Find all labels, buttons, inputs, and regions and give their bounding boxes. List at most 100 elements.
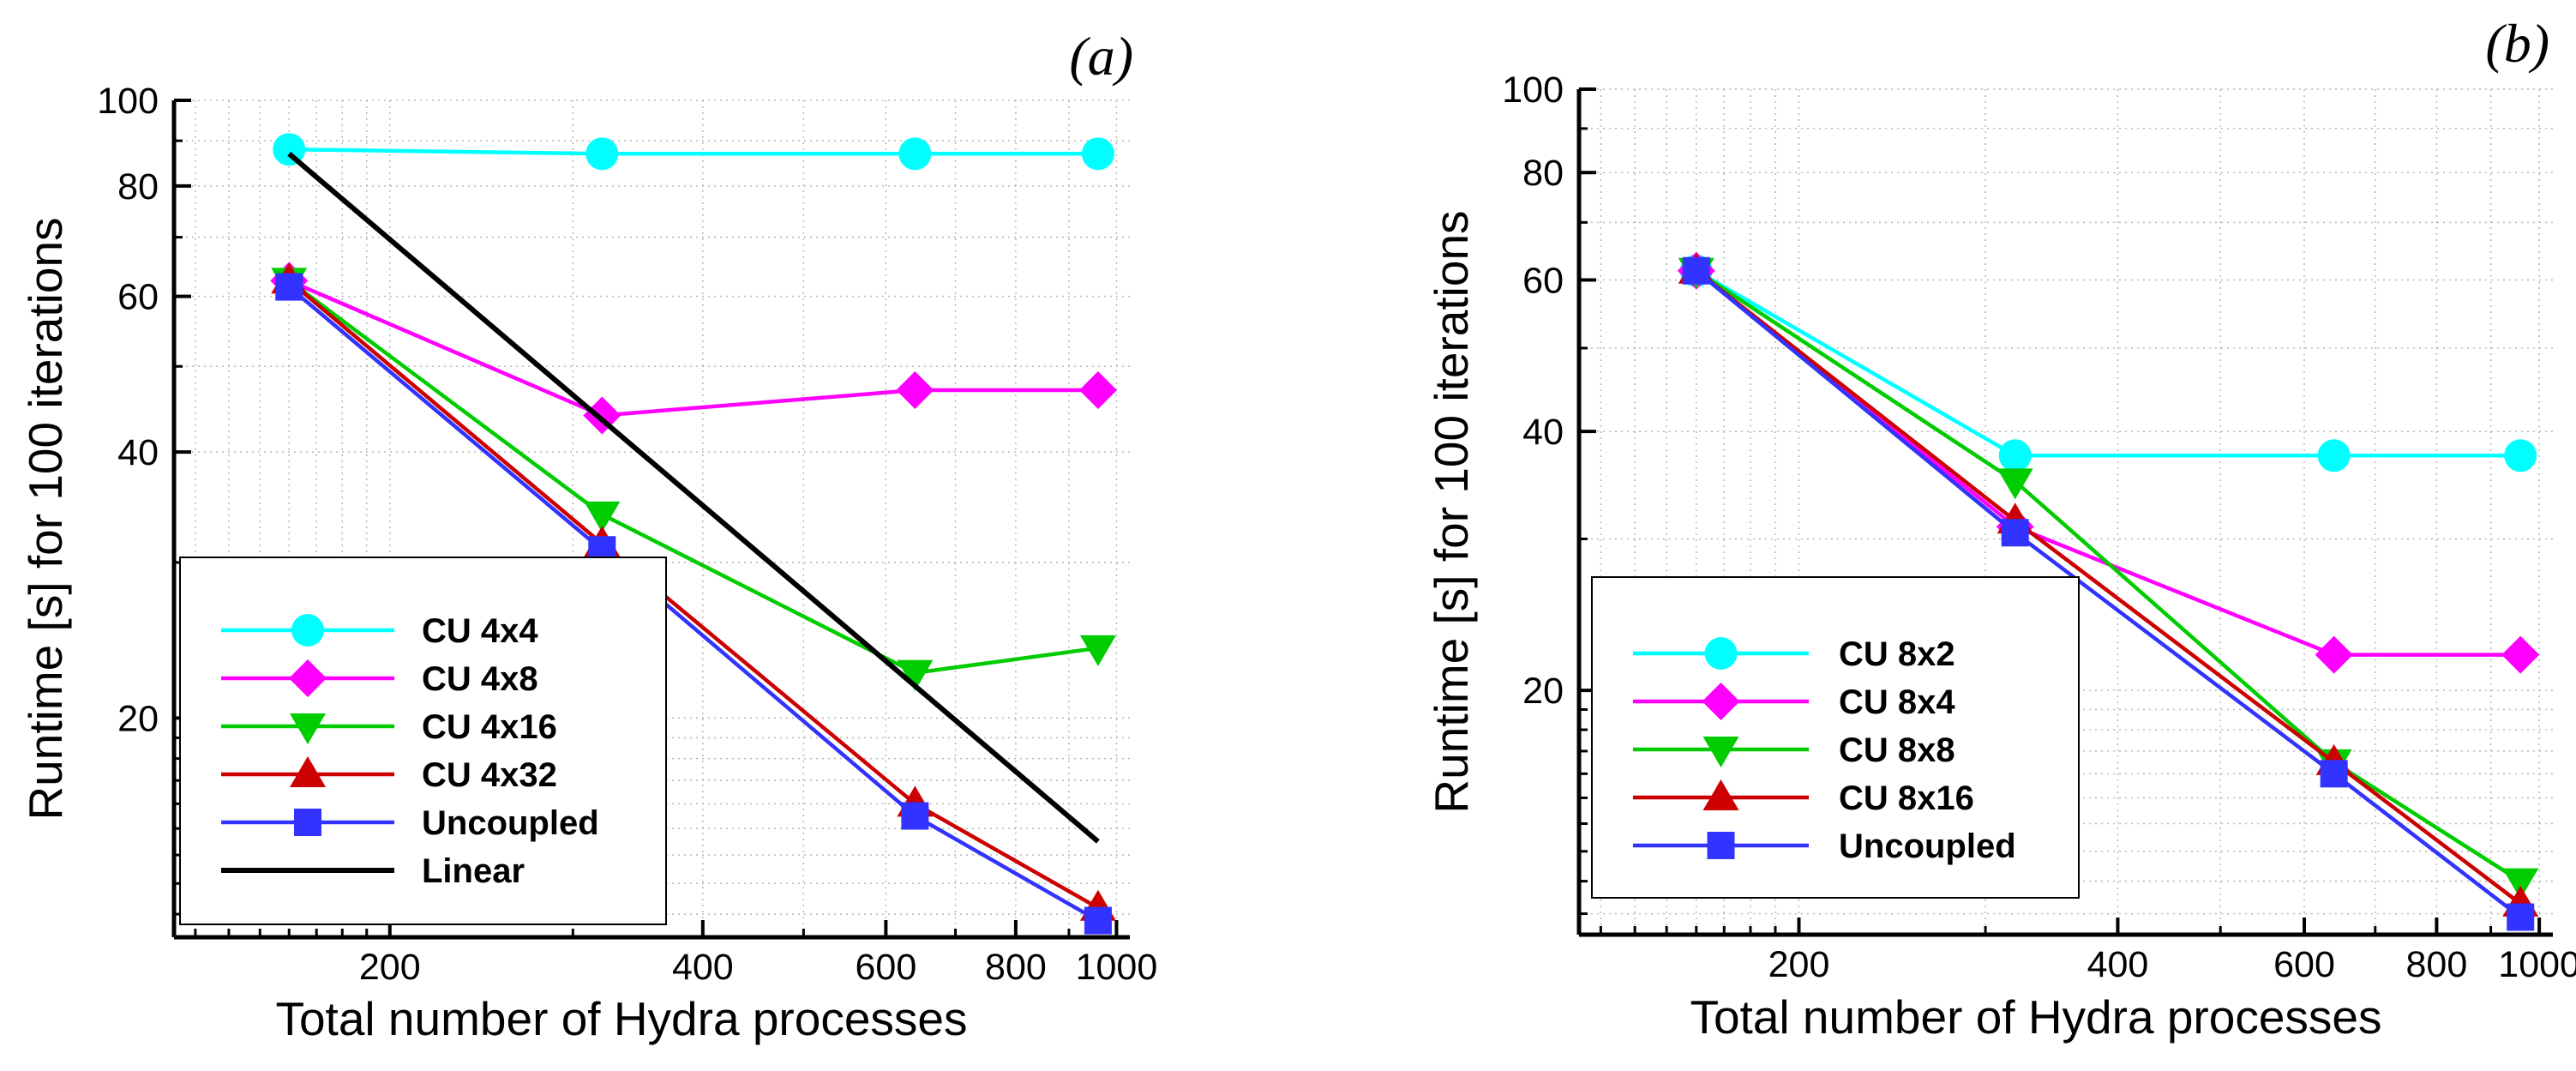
panel-b-series-cu-8x4-point-3 [2315, 635, 2353, 674]
panel-a-series-cu-4x4-line [289, 147, 1098, 156]
panel-b-legend-entry-uncoupled: Uncoupled [1633, 827, 2016, 865]
panel-a-legend-entry-cu-4x8-marker [289, 659, 327, 697]
panel-a-series-cu-4x4-point-3 [898, 137, 932, 171]
panel-a-legend-entry-cu-4x4-marker [291, 614, 324, 647]
panel-b-series-cu-8x4-line [1695, 269, 2521, 657]
panel-b-legend-entry-cu-8x16: CU 8x16 [1633, 779, 1974, 817]
panel-b-series-cu-8x8-point-4 [2502, 868, 2539, 900]
panel-a-legend-entry-cu-4x32-marker [290, 756, 326, 787]
panel-b-series-cu-8x2-point-2 [1998, 439, 2032, 472]
panel-a-series-uncoupled-line [287, 285, 1100, 923]
panel-a-series-cu-4x4-point-4 [1081, 137, 1114, 171]
panel-b-x-tick-label-800: 800 [2406, 944, 2468, 985]
panel-b-series-uncoupled-point-3 [2320, 760, 2348, 788]
panel-a-legend-entry-cu-4x8-label: CU 4x8 [422, 660, 538, 698]
panel-a-series-cu-4x32-line [287, 279, 1100, 910]
panel-a-panel-label: (a) [1069, 26, 1133, 87]
panel-a-series-uncoupled-point-1 [275, 273, 303, 301]
panel-a-legend-entry-cu-4x8: CU 4x8 [221, 659, 538, 698]
panel-a-series-uncoupled-point-3 [901, 802, 929, 830]
panel-b-series-cu-8x2-point-3 [2317, 439, 2351, 472]
panel-a-legend-entry-linear-label: Linear [422, 852, 525, 890]
panel-b-series-cu-8x8-point-2 [1997, 468, 2033, 500]
panel-a-legend-entry-uncoupled: Uncoupled [221, 804, 599, 842]
panel-a-legend-entry-cu-4x32-label: CU 4x32 [422, 756, 557, 794]
panel-b-x-tick-label-1000: 1000 [2498, 944, 2576, 985]
panel-a-x-tick-label-1000: 1000 [1076, 947, 1158, 988]
panel-a-legend-entry-cu-4x4-label: CU 4x4 [422, 612, 538, 650]
panel-a-x-tick-label-800: 800 [985, 947, 1047, 988]
panel-a-series-cu-4x8 [270, 262, 1117, 435]
panel-a-x-axis-label: Total number of Hydra processes [275, 992, 967, 1045]
panel-a-series-uncoupled-point-4 [1084, 906, 1112, 935]
panel-b-series [1677, 251, 2540, 931]
panel-a-y-tick-label-60: 60 [117, 277, 159, 318]
panel-b-series-uncoupled-point-4 [2507, 903, 2535, 931]
panel-a-legend-entry-cu-4x16: CU 4x16 [221, 708, 557, 746]
panel-b-legend-entry-cu-8x8-label: CU 8x8 [1839, 731, 1955, 769]
panel-b-x-axis-label: Total number of Hydra processes [1690, 990, 2381, 1044]
panel-b-legend-entry-cu-8x4-label: CU 8x4 [1839, 683, 1955, 721]
panel-a-legend-entry-cu-4x32: CU 4x32 [221, 756, 557, 794]
panel-a-y-tick-label-20: 20 [117, 698, 159, 739]
panel-b-series-uncoupled-point-2 [2001, 519, 2029, 547]
panel-a-series-uncoupled [275, 273, 1112, 935]
panel-b-y-tick-label-60: 60 [1522, 261, 1564, 302]
panel-b-series-uncoupled-line [1695, 269, 2522, 919]
panel-b-series-cu-8x8-line [1695, 268, 2522, 883]
panel-a-y-tick-label-80: 80 [117, 166, 159, 208]
panel-a-y-axis-label: Runtime [s] for 100 iterations [19, 217, 72, 820]
panel-a-legend-box [179, 557, 667, 925]
panel-b-legend-entry-uncoupled-marker [1707, 832, 1735, 859]
panel-a-legend-entry-cu-4x16-label: CU 4x16 [422, 708, 557, 746]
panel-b-legend-entry-cu-8x16-label: CU 8x16 [1839, 779, 1974, 817]
panel-a-legend-entry-cu-4x4: CU 4x4 [221, 612, 538, 650]
panel-a-y-tick-label-100: 100 [97, 81, 159, 122]
panel-b-legend-entry-cu-8x4-marker [1702, 683, 1740, 720]
panel-b-x-tick-label-400: 400 [2087, 944, 2149, 985]
panel-a-x-tick-label-200: 200 [359, 947, 421, 988]
panel-a-series-cu-4x16-line [287, 279, 1099, 676]
panel-a-series-cu-4x16-point-4 [1079, 635, 1116, 666]
panel-b-legend-entry-cu-8x2: CU 8x2 [1633, 635, 1955, 673]
panel-a-series-linear-line [287, 152, 1100, 844]
panel-a-legend-entry-cu-4x16-marker [290, 713, 326, 744]
panel-a-legend-entry-linear: Linear [221, 852, 525, 890]
panel-b-legend-entry-cu-8x2-label: CU 8x2 [1839, 635, 1955, 673]
panel-b-legend-entry-cu-8x4: CU 8x4 [1633, 683, 1955, 721]
panel-b-chart: 200 400 600 800 1000 20 40 60 80 100 Total number … [1425, 13, 2576, 1044]
panel-a-series-linear [287, 152, 1100, 844]
panel-a-legend-entry-uncoupled-label: Uncoupled [422, 804, 599, 842]
panel-b-y-tick-label-20: 20 [1522, 671, 1564, 712]
panel-b-legend: CU 8x2 CU 8x4 CU 8x8 CU 8x16 Uncoupled [1591, 576, 2080, 899]
panel-a-series-cu-4x4 [273, 133, 1114, 171]
panel-b-panel-label: (b) [2485, 13, 2549, 74]
panel-a-legend: CU 4x4 CU 4x8 CU 4x16 CU 4x32 Uncoupled Linea… [179, 557, 667, 925]
panel-b-series-cu-8x4-point-4 [2501, 635, 2540, 674]
panel-b-x-tick-label-200: 200 [1768, 944, 1830, 985]
panel-a-series-cu-4x16 [271, 268, 1116, 691]
panel-b-series-uncoupled [1682, 256, 2535, 931]
panel-a-series-cu-4x8-point-3 [896, 370, 934, 409]
panel-a-x-tick-label-400: 400 [672, 947, 734, 988]
panel-a-series-cu-4x4-point-2 [585, 137, 619, 171]
panel-b-series-cu-8x16-line [1695, 269, 2522, 906]
panel-b-series-cu-8x2-point-4 [2504, 439, 2537, 472]
panel-b-legend-entry-cu-8x8-marker [1702, 737, 1739, 767]
panel-a-series-cu-4x16-point-2 [584, 501, 621, 532]
panel-b-y-tick-label-80: 80 [1522, 153, 1564, 194]
panel-a-series-cu-4x16-point-3 [897, 659, 934, 691]
panel-a-y-tick-label-40: 40 [117, 432, 159, 473]
panel-b-legend-entry-uncoupled-label: Uncoupled [1839, 827, 2016, 865]
panel-a-series [270, 133, 1117, 935]
panel-b-legend-entry-cu-8x16-marker [1702, 779, 1739, 810]
panel-b-x-tick-label-600: 600 [2273, 944, 2335, 985]
panel-a-legend-entry-uncoupled-marker [294, 809, 321, 836]
panel-b-series-uncoupled-point-1 [1682, 256, 1710, 285]
panel-b-legend-entry-cu-8x2-marker [1704, 637, 1738, 670]
panel-a-x-tick-label-600: 600 [856, 947, 917, 988]
panel-a-series-cu-4x8-point-4 [1078, 370, 1117, 409]
panel-b-y-axis-label: Runtime [s] for 100 iterations [1425, 210, 1478, 813]
